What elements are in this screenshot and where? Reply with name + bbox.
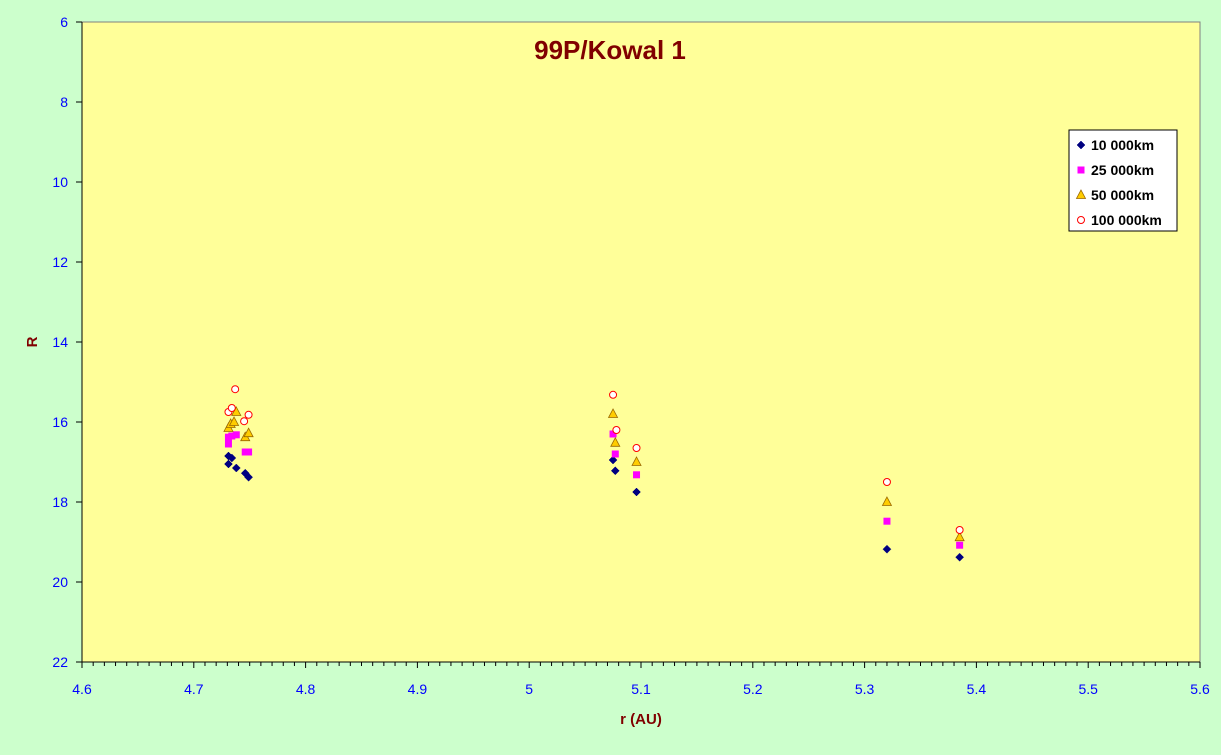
x-tick-label: 4.9 <box>408 681 428 697</box>
legend-label-series-4: 100 000km <box>1091 212 1162 228</box>
legend-marker-series-4 <box>1077 216 1085 224</box>
legend-label-series-1: 10 000km <box>1091 137 1154 153</box>
y-tick-label: 16 <box>52 414 68 430</box>
data-point-series-1 <box>608 455 618 465</box>
data-point-series-3 <box>610 436 621 447</box>
data-point-series-3 <box>243 427 254 438</box>
y-axis-label: R <box>24 336 41 347</box>
legend-items: 10 000km 25 000km 50 000km 100 000km <box>1075 137 1162 228</box>
legend-marker-series-2 <box>1077 166 1085 174</box>
legend-marker-series-3 <box>1075 189 1087 199</box>
x-tick-label: 5.4 <box>967 681 987 697</box>
legend-box <box>1068 129 1178 232</box>
x-tick-label: 5 <box>525 681 533 697</box>
y-tick-label: 10 <box>52 174 68 190</box>
data-point-series-4 <box>240 417 249 426</box>
axes: 4.6 4.7 4.8 4.9 5 5.1 5.2 5.3 5.4 5.5 5.6 6 8 10 12 14 1… <box>52 14 1210 697</box>
plot-area <box>81 21 1201 663</box>
data-point-series-2 <box>609 430 617 438</box>
x-tick-label: 5.2 <box>743 681 763 697</box>
data-point-series-4 <box>609 390 618 399</box>
data-point-series-1 <box>227 453 237 463</box>
data-point-series-3 <box>631 456 642 466</box>
data-point-series-2 <box>232 431 240 439</box>
data-point-series-3 <box>607 408 619 418</box>
x-tick-label: 5.3 <box>855 681 875 697</box>
legend-marker-series-1 <box>1076 140 1086 150</box>
x-tick-label: 5.1 <box>631 681 651 697</box>
legend-label-series-2: 25 000km <box>1091 162 1154 178</box>
data-point-series-4 <box>227 404 236 412</box>
data-point-series-2 <box>633 471 641 479</box>
data-point-series-3 <box>881 496 893 506</box>
data-point-series-2 <box>224 440 232 448</box>
data-point-series-4 <box>231 385 240 394</box>
y-tick-label: 20 <box>52 574 68 590</box>
data-point-series-2 <box>883 517 891 525</box>
data-point-series-1 <box>224 459 233 469</box>
data-point-series-3 <box>954 531 965 542</box>
data-point-series-4 <box>244 410 253 419</box>
y-tick-label: 12 <box>52 254 68 270</box>
data-point-series-1 <box>882 544 892 554</box>
y-tick-label: 6 <box>60 14 68 30</box>
data-points <box>223 385 965 562</box>
data-point-series-2 <box>956 541 964 549</box>
data-point-series-2 <box>245 448 253 456</box>
data-point-series-4 <box>955 526 964 534</box>
y-tick-label: 14 <box>52 334 68 350</box>
data-point-series-4 <box>632 444 641 452</box>
data-point-series-1 <box>632 487 641 497</box>
x-axis-label: r (AU) <box>620 711 662 728</box>
data-point-series-4 <box>612 426 621 434</box>
legend: 10 000km 25 000km 50 000km 100 000km <box>1068 129 1178 232</box>
data-point-series-1 <box>955 552 964 562</box>
data-point-series-2 <box>228 432 236 440</box>
data-point-series-1 <box>610 466 620 476</box>
y-tick-label: 8 <box>60 94 68 110</box>
chart-title: 99P/Kowal 1 <box>534 35 686 65</box>
x-tick-label: 5.5 <box>1078 681 1098 697</box>
data-point-series-3 <box>228 416 240 426</box>
x-tick-label: 4.7 <box>184 681 204 697</box>
data-point-series-2 <box>611 450 619 458</box>
data-point-series-4 <box>882 478 891 486</box>
x-tick-label: 5.6 <box>1190 681 1210 697</box>
data-point-series-1 <box>231 463 241 473</box>
x-tick-label: 4.8 <box>296 681 316 697</box>
y-tick-label: 22 <box>52 654 68 670</box>
y-tick-label: 18 <box>52 494 68 510</box>
legend-label-series-3: 50 000km <box>1091 187 1154 203</box>
x-tick-label: 4.6 <box>72 681 92 697</box>
data-point-series-1 <box>244 472 253 482</box>
